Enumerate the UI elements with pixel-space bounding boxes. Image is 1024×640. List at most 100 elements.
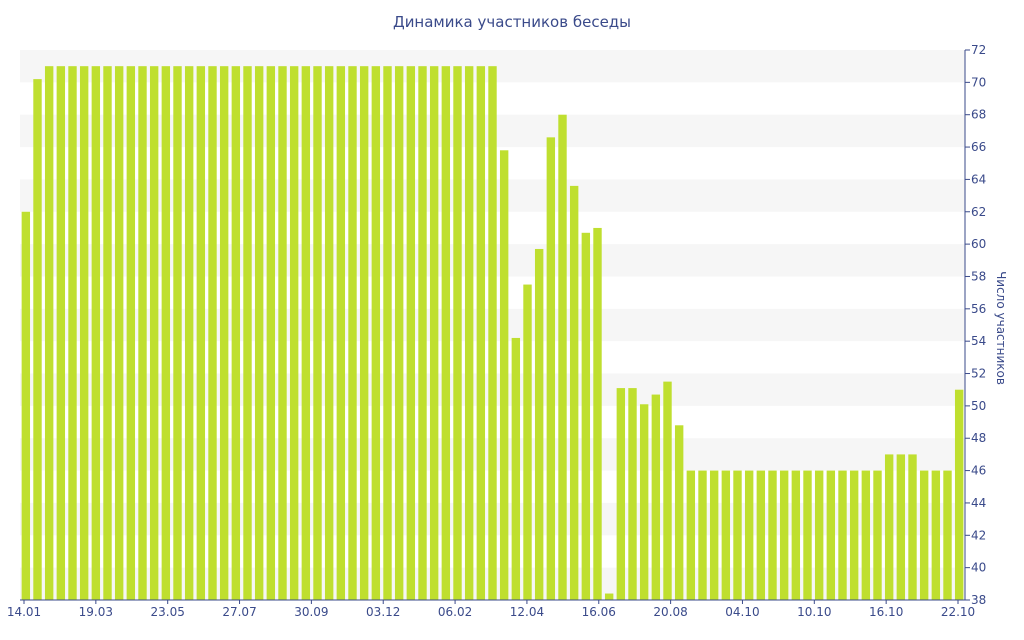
x-tick-label: 16.06 <box>582 605 616 619</box>
bar <box>289 66 299 601</box>
bar <box>231 66 241 601</box>
x-tick-label: 27.07 <box>222 605 256 619</box>
bar <box>569 185 579 600</box>
bar <box>21 211 31 600</box>
y-axis: 38 40 42 44 46 48 50 52 54 56 58 60 62 64 66 68 70 72 <box>964 43 986 607</box>
y-tick-label: 48 <box>971 431 986 445</box>
bars <box>21 66 964 601</box>
bar <box>768 470 777 600</box>
bar <box>301 66 311 601</box>
y-tick-label: 70 <box>971 75 986 89</box>
bar <box>651 394 661 600</box>
bar <box>698 470 707 600</box>
x-tick-label: 04.10 <box>725 605 759 619</box>
bar <box>91 66 101 601</box>
y-axis-label: Число участников <box>994 271 1008 385</box>
y-tick-label: 54 <box>971 334 986 348</box>
bar <box>114 66 124 601</box>
bar <box>56 66 66 601</box>
bar <box>581 232 591 600</box>
bar <box>779 470 789 600</box>
bar <box>266 66 276 601</box>
bar <box>721 470 731 600</box>
bar <box>161 66 171 601</box>
bar <box>803 470 812 600</box>
x-tick-label: 23.05 <box>151 605 185 619</box>
bar <box>464 66 474 601</box>
bar <box>873 470 882 600</box>
bar <box>336 66 346 601</box>
bar <box>488 66 497 601</box>
y-tick-label: 38 <box>971 593 986 607</box>
bar <box>523 284 532 600</box>
bar <box>558 114 567 601</box>
bar <box>733 470 742 600</box>
y-tick-label: 44 <box>971 496 986 510</box>
y-tick-label: 64 <box>971 172 986 186</box>
bar <box>593 227 602 601</box>
bar <box>686 470 696 600</box>
bar <box>219 66 229 601</box>
bar <box>243 66 252 601</box>
bar <box>429 66 439 601</box>
bar <box>861 470 871 600</box>
bar <box>406 66 416 601</box>
bar <box>663 381 672 600</box>
bar <box>33 79 42 600</box>
bar <box>639 404 649 600</box>
bar <box>103 66 112 601</box>
bar <box>919 470 929 600</box>
y-tick-label: 60 <box>971 237 986 251</box>
bar <box>208 66 217 601</box>
bar <box>313 66 322 601</box>
x-tick-label: 10.10 <box>797 605 831 619</box>
bar <box>756 470 766 600</box>
y-tick-label: 46 <box>971 464 986 478</box>
y-tick-label: 62 <box>971 205 986 219</box>
y-tick-label: 68 <box>971 108 986 122</box>
bar <box>826 470 836 600</box>
bar <box>943 470 952 600</box>
bar <box>838 470 847 600</box>
x-tick-label: 14.01 <box>7 605 41 619</box>
y-tick-label: 58 <box>971 269 986 283</box>
bar <box>674 425 684 600</box>
bar <box>254 66 264 601</box>
bar <box>499 150 509 600</box>
bar <box>394 66 404 601</box>
bar <box>604 593 614 600</box>
x-tick-label: 03.12 <box>366 605 400 619</box>
bar <box>138 66 147 601</box>
y-tick-label: 72 <box>971 43 986 57</box>
bar <box>149 66 159 601</box>
x-tick-label: 22.10 <box>941 605 975 619</box>
y-tick-label: 40 <box>971 561 986 575</box>
bar <box>931 470 941 600</box>
x-tick-label: 30.09 <box>294 605 328 619</box>
x-tick-label: 16.10 <box>869 605 903 619</box>
bar <box>709 470 719 600</box>
bar <box>511 337 521 600</box>
bar <box>476 66 486 601</box>
bar <box>359 66 369 601</box>
bar <box>278 66 287 601</box>
bar <box>173 66 182 601</box>
y-tick-label: 52 <box>971 367 986 381</box>
bar <box>896 454 906 600</box>
bar <box>44 66 54 601</box>
bar <box>126 66 136 601</box>
x-tick-label: 19.03 <box>79 605 113 619</box>
bar <box>546 137 556 600</box>
bar <box>908 454 917 600</box>
bar <box>453 66 462 601</box>
bar <box>534 248 544 600</box>
bar <box>954 389 964 600</box>
bar <box>441 66 451 601</box>
y-tick-label: 56 <box>971 302 986 316</box>
bar <box>791 470 801 600</box>
y-tick-label: 50 <box>971 399 986 413</box>
bar <box>814 470 824 600</box>
bar <box>196 66 206 601</box>
bar <box>884 454 894 600</box>
